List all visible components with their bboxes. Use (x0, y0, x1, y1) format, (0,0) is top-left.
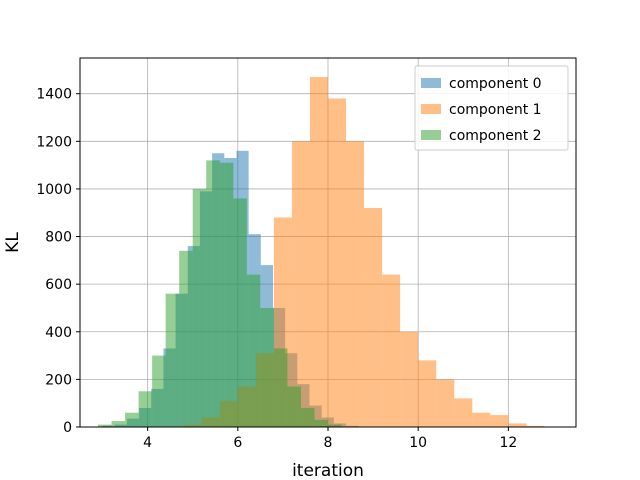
histogram-bar (382, 274, 401, 427)
histogram-bar (179, 250, 193, 427)
histogram-bar (138, 391, 153, 427)
histogram-bar (125, 412, 139, 427)
x-axis-title: iteration (292, 461, 364, 480)
y-tick-label: 800 (45, 230, 72, 246)
x-tick-label: 8 (324, 435, 333, 451)
legend-swatch (421, 78, 441, 88)
histogram-bar (472, 412, 491, 427)
x-tick-label: 10 (409, 435, 427, 451)
histogram-bar (364, 207, 383, 427)
y-tick-label: 0 (63, 420, 72, 436)
histogram-bar (165, 293, 180, 427)
legend-label: component 0 (449, 76, 542, 92)
legend-label: component 1 (449, 102, 542, 118)
legend-label: component 2 (449, 128, 542, 144)
axis-ticks: 4 6 8 10 12 0 200 400 600 800 1000 1200 1400 (36, 87, 517, 451)
histogram-bar (346, 141, 365, 428)
x-tick-label: 4 (143, 435, 152, 451)
legend-box (414, 65, 569, 151)
histogram-bar (233, 198, 247, 427)
y-tick-label: 1400 (36, 87, 72, 103)
y-tick-label: 1200 (36, 134, 72, 150)
series-2-bars (98, 160, 342, 427)
histogram-bar (328, 98, 347, 427)
histogram-bar (309, 77, 328, 427)
histogram-bar (400, 331, 419, 427)
histogram-bar (111, 421, 126, 427)
histogram-bar (287, 386, 301, 427)
histogram-bar (454, 398, 473, 427)
y-tick-label: 600 (45, 277, 72, 293)
legend-swatch (421, 104, 441, 114)
histogram-bar (206, 160, 220, 427)
histogram-bar (273, 348, 288, 427)
histogram-bar (246, 274, 261, 427)
histogram-bar (526, 425, 545, 427)
histogram-bar (300, 407, 315, 427)
x-tick-label: 12 (499, 435, 517, 451)
histogram-bar (291, 141, 310, 428)
histogram-bar (508, 423, 527, 427)
histogram-bar (98, 424, 112, 427)
histogram-bars (98, 77, 545, 428)
histogram-bar (192, 188, 207, 427)
y-tick-label: 200 (45, 372, 72, 388)
legend-swatch (421, 130, 441, 140)
histogram-bar (328, 424, 342, 427)
histogram-bar (436, 379, 455, 427)
y-axis-title: KL (3, 232, 23, 253)
histogram-bar (260, 307, 274, 427)
histogram-bar (152, 355, 166, 427)
histogram-bar (490, 415, 509, 427)
x-tick-label: 6 (233, 435, 242, 451)
y-tick-label: 400 (45, 325, 72, 341)
y-tick-label: 1000 (36, 182, 72, 198)
histogram-bar (314, 419, 328, 427)
histogram-bar (219, 162, 234, 427)
legend: component 0 component 1 component 2 (414, 65, 569, 151)
histogram-bar (418, 360, 437, 427)
